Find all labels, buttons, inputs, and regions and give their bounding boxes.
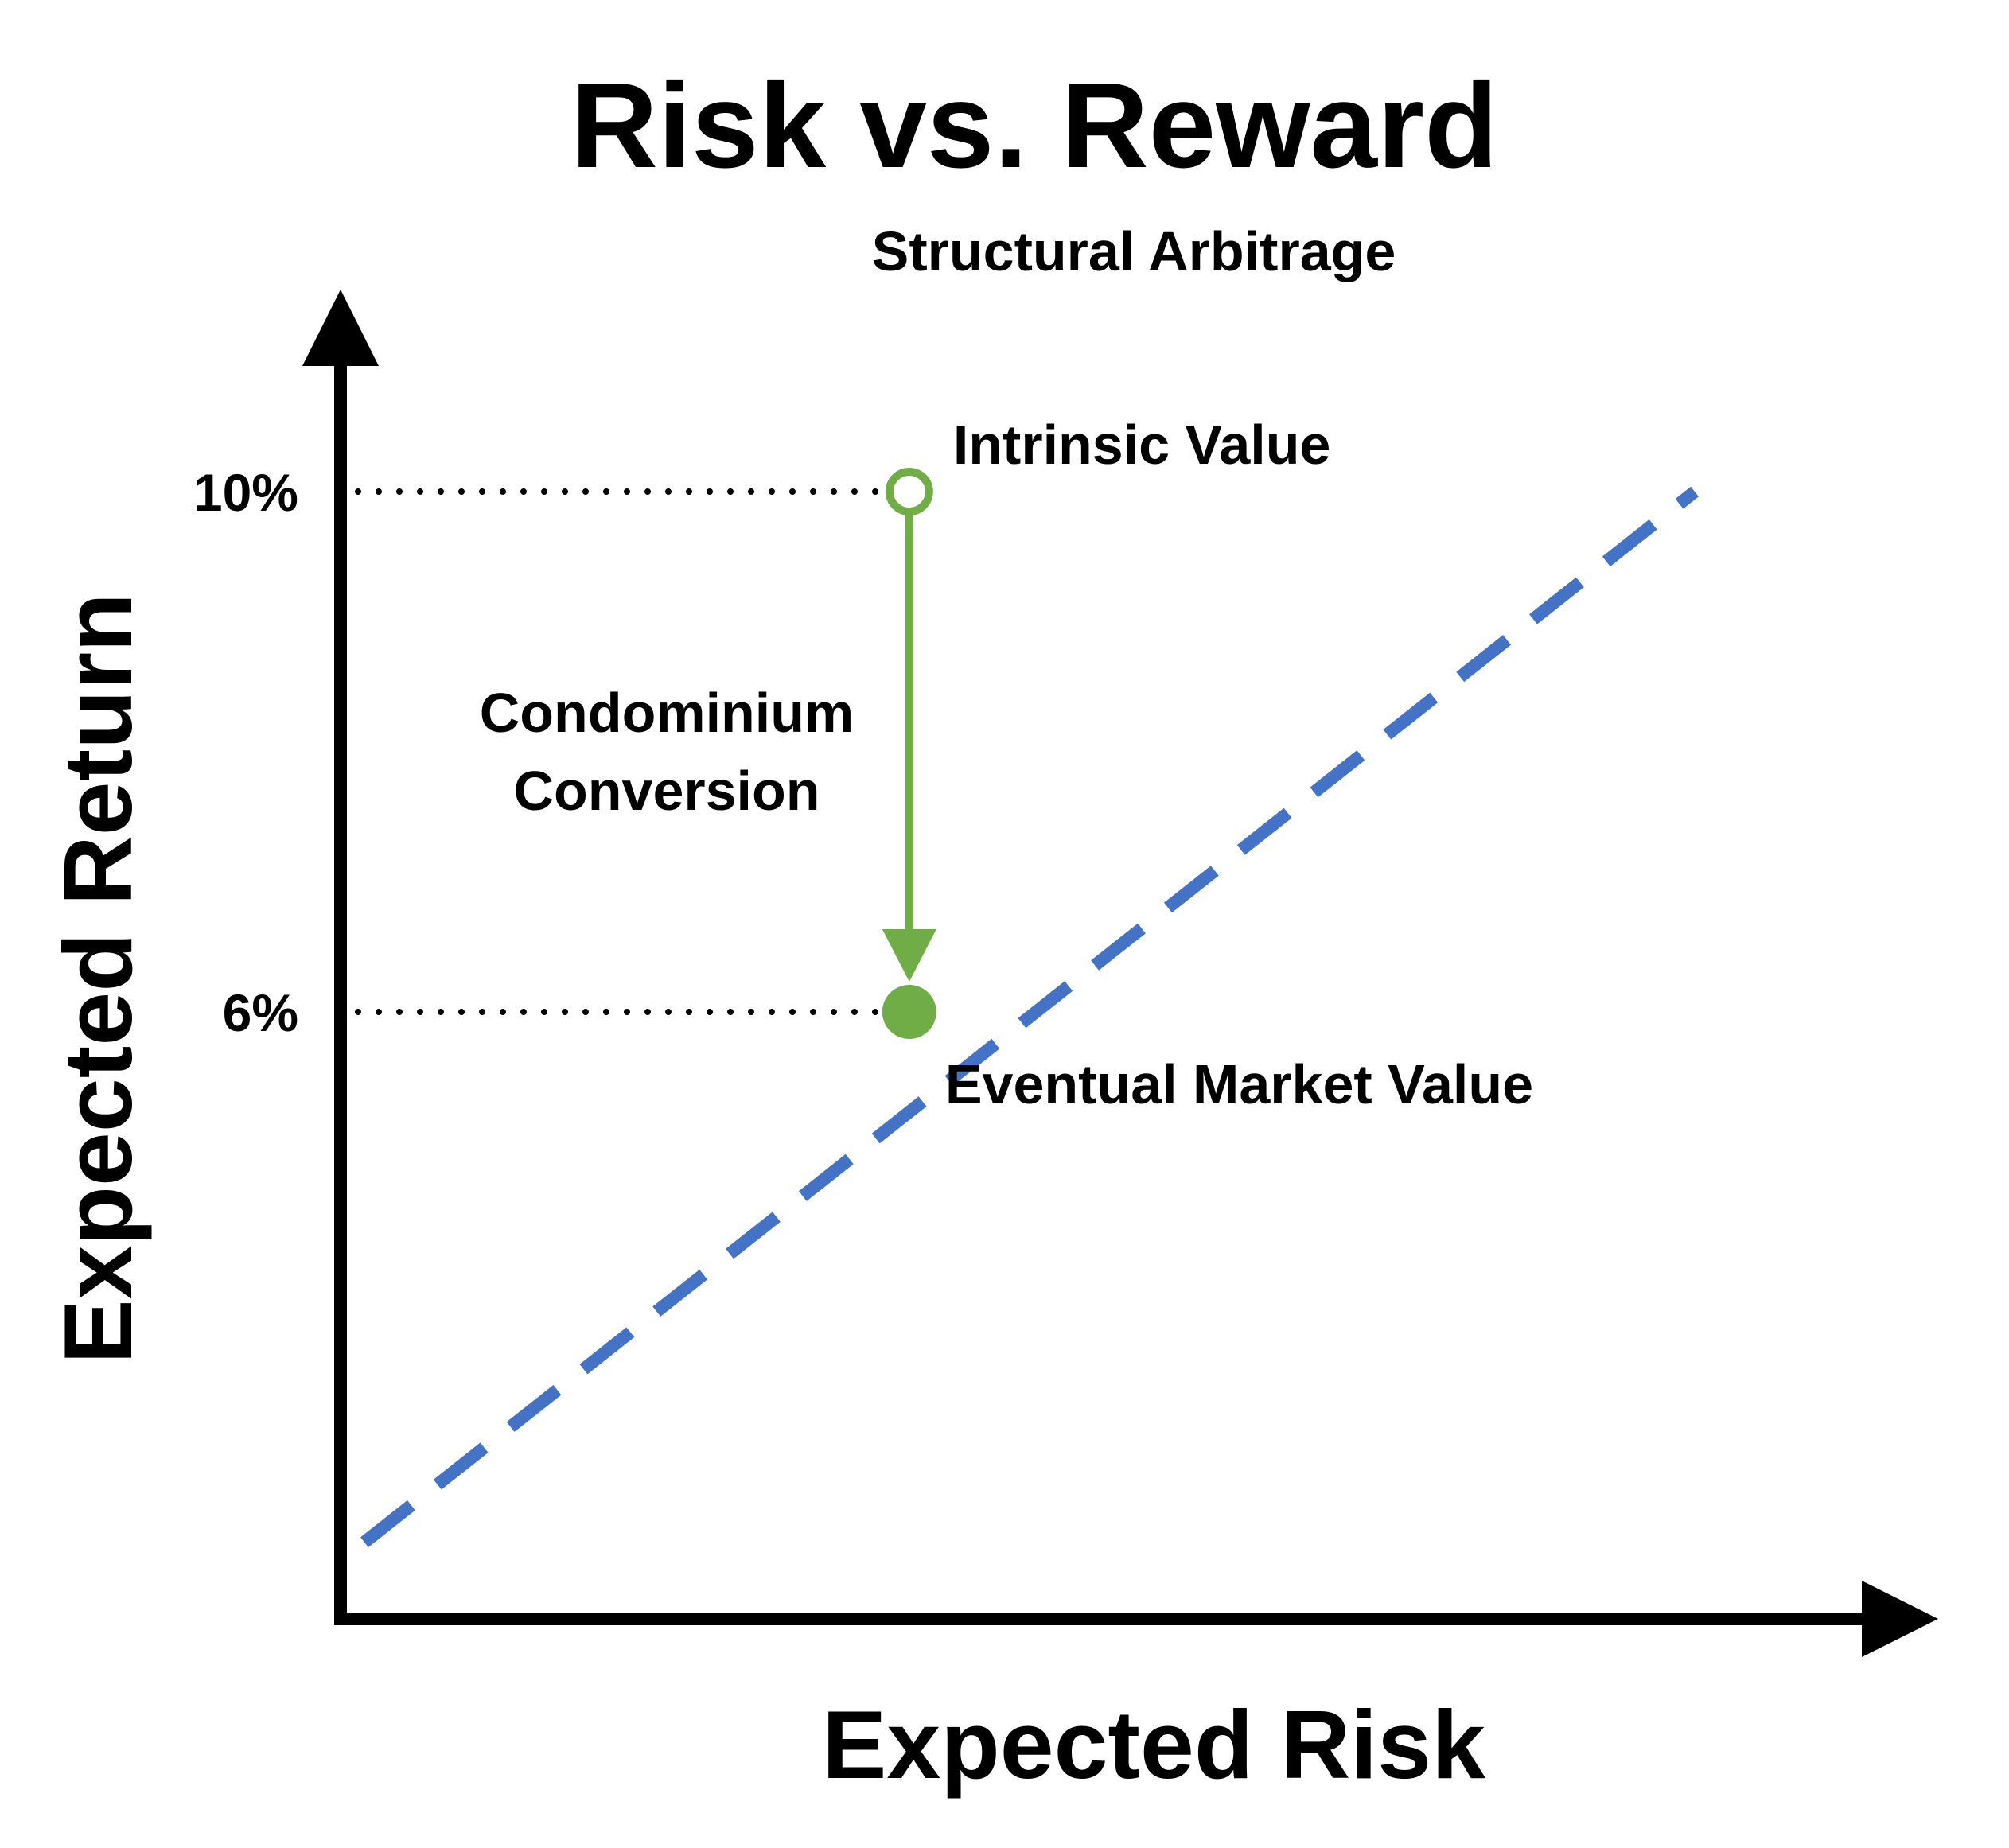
eventual-market-value-marker: [882, 985, 936, 1039]
conversion-label-line-2: Conversion: [513, 760, 820, 822]
y-tick-label-1: 6%: [223, 983, 298, 1042]
market-line-0: [360, 486, 1699, 1547]
y-tick-label-0: 10%: [193, 463, 298, 522]
intrinsic-value-label: Intrinsic Value: [953, 414, 1331, 476]
conversion-label-line-1: Condominium: [480, 682, 854, 744]
y-axis-title: Expected Return: [44, 593, 152, 1364]
chart-subtitle: Structural Arbitrage: [872, 220, 1396, 282]
intrinsic-value-marker: [885, 468, 933, 515]
conversion-arrow-head: [882, 929, 936, 982]
plot-area: 10% 6% Condominium Conversion Intrinsic Valu…: [193, 290, 1938, 1657]
eventual-market-value-label: Eventual Market Value: [945, 1053, 1533, 1115]
chart-title: Risk vs. Reward: [570, 58, 1498, 193]
x-axis-title: Expected Risk: [822, 1690, 1485, 1799]
